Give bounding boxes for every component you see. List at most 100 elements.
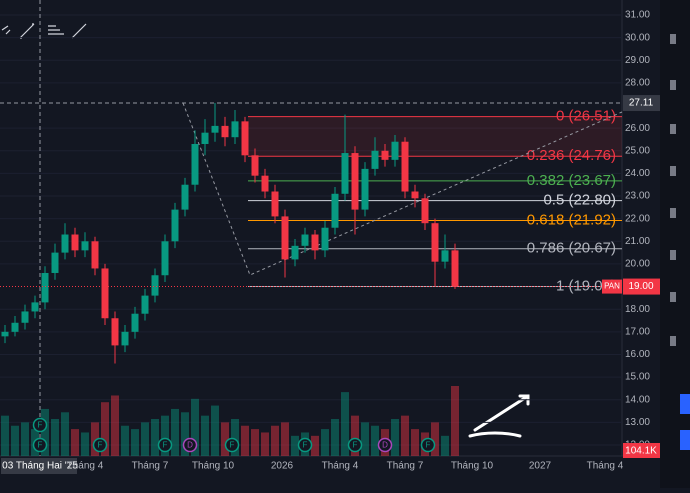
toolbar-icon[interactable] xyxy=(670,80,676,90)
toolbar-icon[interactable] xyxy=(670,124,676,134)
event-label: F xyxy=(98,441,103,450)
volume-bar xyxy=(351,415,359,456)
volume-bar xyxy=(261,432,269,456)
candle-body xyxy=(241,121,249,156)
volume-tag: 104.1K xyxy=(625,446,657,457)
candle-body xyxy=(71,234,79,251)
trend-line xyxy=(182,102,623,276)
volume-bar xyxy=(241,425,249,456)
candle-body xyxy=(321,227,329,251)
volume-bar xyxy=(451,386,459,456)
event-marker xyxy=(157,437,173,453)
candle-body xyxy=(341,153,349,194)
toolbar-icon[interactable] xyxy=(670,336,676,346)
candle-body xyxy=(311,234,319,251)
volume-bar xyxy=(171,408,179,456)
price-tick-label: 13.00 xyxy=(625,417,650,428)
price-tick-label: 23.00 xyxy=(625,191,650,202)
price-tick-label: 30.00 xyxy=(625,32,650,43)
toolbar-icon[interactable] xyxy=(670,208,676,218)
candle-body xyxy=(261,175,269,192)
volume-bar xyxy=(201,415,209,456)
candle-body xyxy=(181,184,189,210)
event-marker xyxy=(32,437,48,453)
candle-body xyxy=(101,268,109,319)
volume-bar xyxy=(21,422,29,456)
toolbar-button[interactable] xyxy=(680,394,690,414)
candle-body xyxy=(201,132,209,144)
toolbar-icon[interactable] xyxy=(670,166,676,176)
toolbar-icon[interactable] xyxy=(670,250,676,260)
price-tick-label: 24.00 xyxy=(625,168,650,179)
tool-icon[interactable] xyxy=(71,23,87,39)
volume-bar xyxy=(131,429,139,456)
event-label: F xyxy=(303,441,308,450)
candle-body xyxy=(41,272,49,303)
candle-body xyxy=(121,331,129,346)
volume-bar xyxy=(41,408,49,456)
time-label: 2026 xyxy=(271,461,294,472)
toolbar-icon[interactable] xyxy=(670,292,676,302)
candle-body xyxy=(211,125,219,133)
volume-bar xyxy=(81,432,89,456)
event-marker xyxy=(92,437,108,453)
tool-icon[interactable] xyxy=(1,25,11,35)
volume-bar xyxy=(231,419,239,456)
volume-bar xyxy=(311,435,319,456)
candle-body xyxy=(61,234,69,253)
fib-label: 0 (26.51) xyxy=(556,108,616,125)
tool-icon[interactable] xyxy=(48,25,64,35)
volume-bar xyxy=(121,425,129,456)
volume-bar xyxy=(91,422,99,456)
volume-bar xyxy=(181,412,189,456)
candle-body xyxy=(391,141,399,160)
toolbar-icon[interactable] xyxy=(670,34,676,44)
price-tick-label: 26.00 xyxy=(625,123,650,134)
right-toolbar xyxy=(660,0,690,488)
event-label: F xyxy=(38,421,43,430)
drawing-toolbar[interactable] xyxy=(1,23,87,39)
volume-bar xyxy=(101,402,109,456)
toolbar-icons[interactable] xyxy=(670,34,690,450)
candle-body xyxy=(431,223,439,262)
fib-label: 1 (19.00) xyxy=(556,278,616,295)
volume-bar xyxy=(441,435,449,456)
event-marker xyxy=(377,437,393,453)
candle-body xyxy=(151,275,159,296)
event-marker xyxy=(32,417,48,433)
time-label: 03 Tháng Hai '25 xyxy=(2,461,78,472)
crosshair-tag: 27.11 xyxy=(629,98,654,109)
candle-body xyxy=(51,252,59,273)
candle-body xyxy=(81,241,89,251)
last-price-tag-bg xyxy=(623,278,660,295)
volume-bar xyxy=(321,429,329,456)
volume-bar xyxy=(191,398,199,456)
volume-bar xyxy=(211,405,219,456)
time-label: Tháng 7 xyxy=(132,461,169,472)
time-label: 2027 xyxy=(529,461,552,472)
price-tick-label: 18.00 xyxy=(625,304,650,315)
candle-body xyxy=(141,295,149,314)
candle-body xyxy=(441,250,449,262)
volume-bar xyxy=(161,415,169,456)
time-label: Tháng 4 xyxy=(587,461,624,472)
candle-body xyxy=(371,150,379,169)
event-marker xyxy=(347,437,363,453)
toolbar-button[interactable] xyxy=(680,430,690,450)
fib-label: 0.5 (22.80) xyxy=(543,192,616,209)
price-tick-label: 17.00 xyxy=(625,326,650,337)
price-tick-label: 16.00 xyxy=(625,349,650,360)
volume-bar xyxy=(331,419,339,456)
candle-body xyxy=(221,125,229,138)
volume-bar xyxy=(411,429,419,456)
volume-bar xyxy=(431,422,439,456)
candle-body xyxy=(231,121,239,138)
event-label: D xyxy=(187,441,193,450)
price-tick-label: 20.00 xyxy=(625,259,650,270)
price-tick-label: 22.00 xyxy=(625,213,650,224)
symbol-tag-bg xyxy=(602,279,622,294)
time-label: Tháng 4 xyxy=(67,461,104,472)
event-marker xyxy=(297,437,313,453)
candle-body xyxy=(251,155,259,176)
